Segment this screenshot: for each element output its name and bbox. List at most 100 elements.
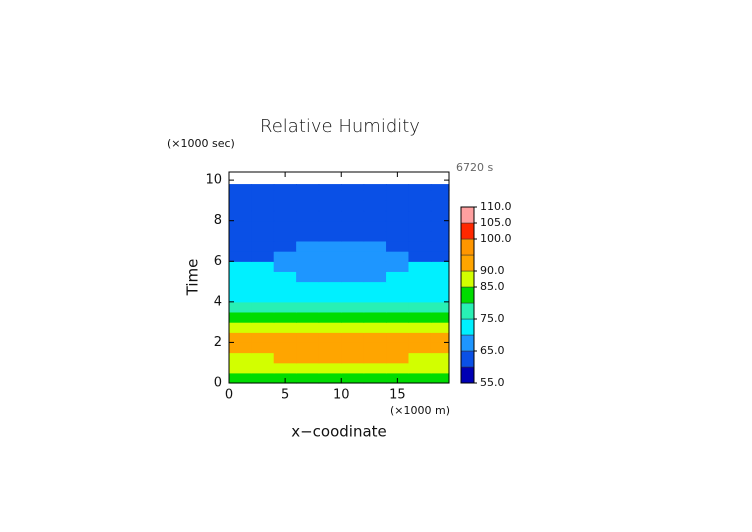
contour-cell: [251, 321, 275, 333]
contour-cell: [430, 342, 450, 354]
contour-cell: [273, 301, 297, 313]
contour-cell: [341, 301, 365, 313]
contour-cell: [408, 332, 432, 343]
contour-cell: [363, 200, 387, 212]
contour-cell: [385, 311, 410, 323]
contour-cell: [385, 301, 410, 313]
contour-cell: [363, 311, 387, 323]
contour-cell: [228, 332, 252, 343]
contour-cell: [408, 311, 432, 323]
colorbar-tick-label: 110.0: [480, 200, 512, 213]
y-tick-label: 10: [205, 173, 222, 188]
contour-cell: [251, 342, 275, 354]
contour-cell: [363, 281, 387, 293]
contour-cell: [228, 261, 252, 272]
contour-cell: [430, 332, 450, 343]
colorbar-tick-label: 90.0: [480, 264, 505, 277]
colorbar-tick-label: 100.0: [480, 232, 512, 245]
contour-cell: [296, 321, 320, 333]
contour-cell: [363, 321, 387, 333]
contour-cell: [363, 190, 387, 201]
contour-cell: [408, 291, 432, 303]
contour-cell: [318, 332, 342, 343]
y-tick-label: 0: [214, 376, 222, 391]
contour-cell: [341, 321, 365, 333]
contour-cell: [296, 362, 320, 374]
contour-cell: [363, 210, 387, 222]
contour-cell: [385, 190, 410, 201]
contour-cell: [251, 240, 275, 252]
contour-cell: [251, 301, 275, 313]
contour-cell: [251, 291, 275, 303]
chart-title: Relative Humidity: [260, 116, 420, 137]
contour-cell: [251, 250, 275, 262]
contour-cell: [228, 271, 252, 283]
contour-cell: [273, 230, 297, 242]
contour-cell: [251, 230, 275, 242]
contour-cell: [363, 342, 387, 354]
contour-cell: [363, 250, 387, 262]
contour-cell: [430, 362, 450, 374]
contour-cell: [430, 372, 450, 384]
contour-cell: [430, 261, 450, 272]
x-tick-label: 0: [225, 388, 233, 403]
colorbar-segment: [460, 334, 475, 352]
contour-cell: [228, 184, 252, 191]
y-tick-label: 2: [214, 335, 222, 350]
contour-cell: [430, 352, 450, 364]
contour-cell: [341, 190, 365, 201]
contour-cell: [363, 230, 387, 242]
contour-cell: [318, 352, 342, 364]
contour-cell: [408, 210, 432, 222]
colorbar-segment: [460, 238, 475, 256]
contour-cell: [341, 200, 365, 212]
contour-cell: [430, 210, 450, 222]
contour-cell: [430, 184, 450, 191]
contour-cell: [318, 190, 342, 201]
contour-cell: [318, 362, 342, 374]
contour-cell: [318, 200, 342, 212]
contour-cell: [430, 271, 450, 283]
contour-cell: [341, 240, 365, 252]
contour-cell: [408, 372, 432, 384]
contour-cell: [408, 321, 432, 333]
contour-cell: [385, 332, 410, 343]
x-tick-label: 10: [333, 388, 350, 403]
contour-cell: [273, 261, 297, 272]
contour-cell: [385, 230, 410, 242]
time-label: 6720 s: [456, 161, 493, 174]
contour-cell: [273, 342, 297, 354]
contour-cell: [408, 261, 432, 272]
contour-cell: [318, 184, 342, 191]
colorbar-segment: [460, 206, 475, 224]
contour-cell: [273, 362, 297, 374]
contour-cell: [408, 184, 432, 191]
contour-cell: [363, 372, 387, 384]
contour-cell: [251, 352, 275, 364]
contour-cell: [296, 342, 320, 354]
contour-cell: [228, 190, 252, 201]
contour-cell: [341, 291, 365, 303]
contour-cell: [341, 184, 365, 191]
contour-cell: [296, 190, 320, 201]
colorbar-segment: [460, 286, 475, 304]
contour-cell: [273, 190, 297, 201]
colorbar-segment: [460, 254, 475, 272]
contour-cell: [296, 220, 320, 232]
contour-cell: [430, 301, 450, 313]
x-tick-label: 5: [281, 388, 289, 403]
contour-cell: [273, 250, 297, 262]
contour-cell: [341, 362, 365, 374]
contour-cell: [318, 240, 342, 252]
contour-cell: [228, 291, 252, 303]
contour-cell: [341, 261, 365, 272]
contour-cell: [341, 342, 365, 354]
contour-cell: [430, 281, 450, 293]
contour-cell: [408, 240, 432, 252]
contour-cell: [408, 230, 432, 242]
contour-cell: [251, 372, 275, 384]
contour-cell: [296, 271, 320, 283]
contour-cell: [273, 311, 297, 323]
contour-cell: [385, 271, 410, 283]
contour-cell: [363, 352, 387, 364]
